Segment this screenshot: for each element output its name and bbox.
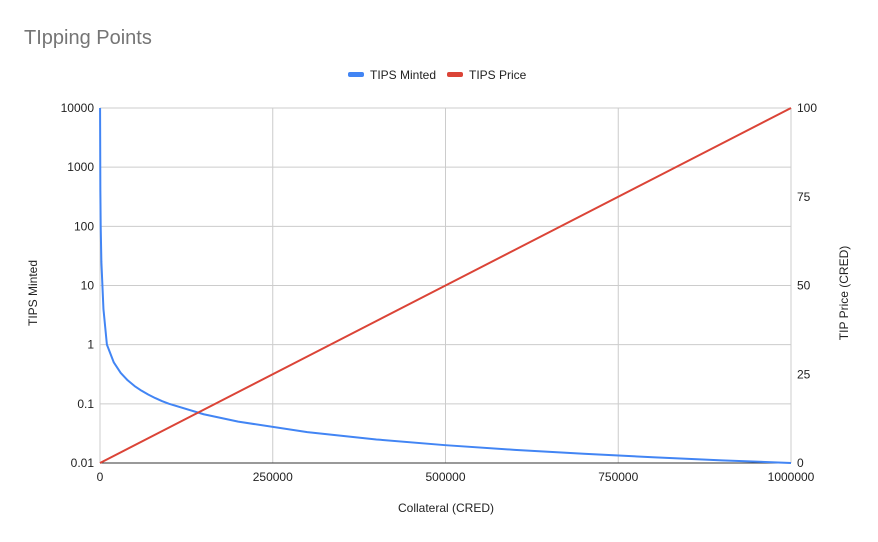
series-lines [99,107,792,464]
legend-label: TIPS Minted [370,68,436,82]
series-line-tips-price [99,107,792,464]
y-tick-label-right: 0 [797,456,804,470]
y-tick-label-left: 1 [87,338,94,352]
x-tick-label: 250000 [253,470,293,484]
y-tick-label-left: 1000 [67,160,94,174]
y-tick-label-right: 25 [797,367,811,381]
x-tick-label: 1000000 [768,470,815,484]
legend-swatch [348,72,364,77]
y-tick-label-left: 10000 [61,101,95,115]
y-axis-label-left: TIPS Minted [26,260,40,326]
legend: TIPS Minted TIPS Price [348,68,527,82]
y-tick-label-right: 75 [797,190,811,204]
y-tick-label-left: 100 [74,219,94,233]
y-tick-label-left: 0.01 [71,456,95,470]
x-tick-label: 0 [97,470,104,484]
x-tick-label: 500000 [425,470,465,484]
legend-label: TIPS Price [469,68,527,82]
legend-swatch [447,72,463,77]
series-line-tips-minted [99,107,792,464]
y-tick-label-left: 10 [81,279,95,293]
y-axis-label-right: TIP Price (CRED) [837,246,851,340]
y-tick-label-right: 100 [797,101,817,115]
y-tick-label-right: 50 [797,279,811,293]
chart-title: TIpping Points [24,27,152,49]
x-tick-label: 750000 [598,470,638,484]
y-tick-label-left: 0.1 [77,397,94,411]
x-axis-label: Collateral (CRED) [398,501,494,515]
